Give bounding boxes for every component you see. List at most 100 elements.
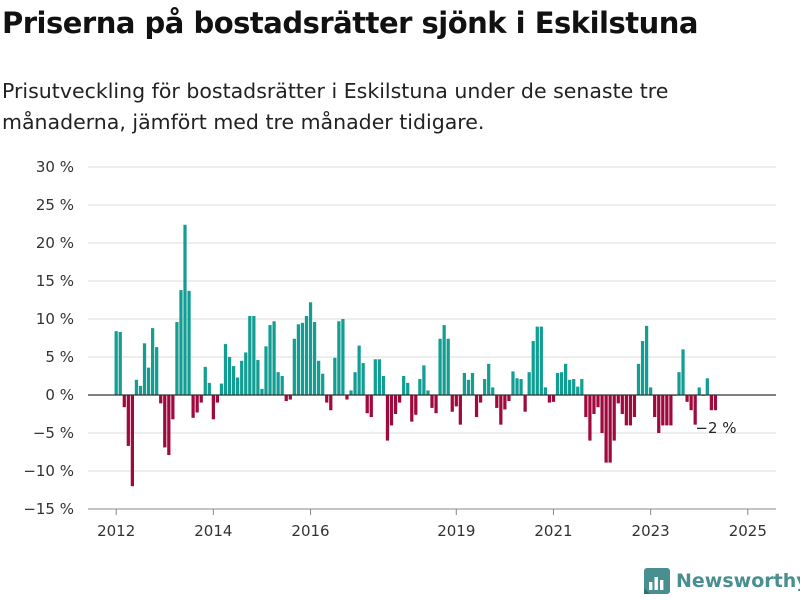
bar xyxy=(373,359,377,395)
bar xyxy=(345,395,349,400)
bar xyxy=(535,326,539,395)
bar xyxy=(616,395,620,404)
bar xyxy=(280,376,284,395)
bar xyxy=(454,395,458,407)
y-tick-label: 5 % xyxy=(45,348,74,366)
y-tick-label: 20 % xyxy=(36,234,74,252)
bar xyxy=(572,379,576,395)
bar xyxy=(333,357,337,395)
bar xyxy=(159,395,163,404)
bar xyxy=(276,372,280,395)
bar xyxy=(292,338,296,395)
bar xyxy=(223,344,228,395)
bar xyxy=(357,345,361,395)
bar xyxy=(179,290,183,395)
bar xyxy=(329,395,333,411)
bar xyxy=(596,395,600,408)
bar xyxy=(296,324,300,395)
bar xyxy=(288,395,292,400)
bar xyxy=(499,395,503,425)
bar xyxy=(418,379,422,395)
bar xyxy=(195,395,199,413)
bar xyxy=(215,395,220,403)
bar xyxy=(260,388,264,395)
bar xyxy=(114,331,118,395)
bar xyxy=(312,322,317,395)
bar xyxy=(669,395,673,426)
bar xyxy=(183,224,187,395)
bar xyxy=(175,322,179,395)
bar xyxy=(231,366,236,395)
x-tick-label: 2025 xyxy=(729,522,767,540)
bar xyxy=(252,315,256,395)
bar xyxy=(661,395,665,426)
bar xyxy=(317,360,321,395)
bar xyxy=(515,378,519,395)
bar xyxy=(600,395,604,433)
y-axis-ticks: 30 % 25 % 20 % 15 % 10 % 5 % 0 % −5 % −10 % −15 % xyxy=(23,158,74,518)
bar xyxy=(636,363,641,395)
bar xyxy=(519,379,523,395)
bar xyxy=(511,371,515,395)
y-tick-label: 30 % xyxy=(36,158,74,176)
bar xyxy=(381,376,386,395)
chart-title: Priserna på bostadsrätter sjönk i Eskils… xyxy=(2,6,698,40)
chart-subtitle: Prisutveckling för bostadsrätter i Eskil… xyxy=(2,79,669,134)
bar xyxy=(608,395,612,463)
bar xyxy=(612,395,616,441)
bar xyxy=(199,395,203,403)
bar xyxy=(689,395,693,411)
bar xyxy=(227,357,232,395)
brand-name: Newsworthy xyxy=(676,570,800,592)
bar xyxy=(389,395,394,426)
bar xyxy=(450,395,454,412)
bar xyxy=(592,395,596,414)
bar xyxy=(151,328,155,395)
bar xyxy=(543,387,547,395)
bar xyxy=(219,383,224,395)
bar xyxy=(446,338,450,395)
bar xyxy=(256,360,260,395)
bar xyxy=(325,395,329,403)
y-tick-label: −5 % xyxy=(33,424,74,442)
bar xyxy=(503,395,507,410)
bar xyxy=(393,395,398,414)
bar xyxy=(191,395,195,418)
bar xyxy=(653,395,657,418)
bar xyxy=(163,395,167,448)
bar xyxy=(142,343,147,395)
bar xyxy=(620,395,624,414)
bar xyxy=(693,395,697,425)
bar xyxy=(438,338,442,395)
bar xyxy=(551,395,556,402)
y-tick-label: 0 % xyxy=(45,386,74,404)
bar xyxy=(284,395,288,402)
y-tick-label: 25 % xyxy=(36,196,74,214)
x-tick-label: 2016 xyxy=(291,522,329,540)
bar xyxy=(240,360,244,395)
bar xyxy=(539,326,543,395)
x-tick-label: 2023 xyxy=(632,522,670,540)
bar xyxy=(531,341,535,395)
bar xyxy=(681,349,685,395)
bar xyxy=(713,395,718,411)
bar xyxy=(584,395,588,418)
bar xyxy=(187,290,191,395)
bar xyxy=(462,372,467,395)
x-tick-label: 2014 xyxy=(194,522,232,540)
bar xyxy=(470,372,475,395)
bar xyxy=(377,359,381,395)
bar xyxy=(527,372,531,395)
bar xyxy=(244,352,248,395)
bar xyxy=(349,390,353,395)
bar xyxy=(474,395,479,418)
bar xyxy=(685,395,689,402)
grid-lines xyxy=(88,166,776,510)
bar xyxy=(361,363,365,395)
bar xyxy=(341,319,345,395)
bar xyxy=(365,395,369,414)
bar xyxy=(677,372,681,395)
bar xyxy=(203,366,207,395)
bar xyxy=(640,341,645,395)
y-tick-label: −15 % xyxy=(23,500,74,518)
